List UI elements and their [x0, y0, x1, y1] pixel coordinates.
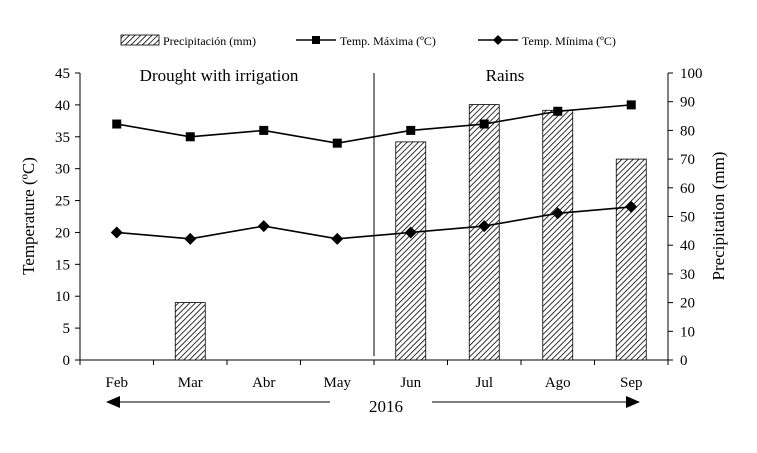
temp-max-point — [112, 119, 122, 129]
temp-max-point — [259, 125, 269, 135]
precipitation-bar — [468, 104, 500, 361]
precipitation-bar — [174, 302, 206, 361]
temp-min-point — [478, 220, 491, 233]
y2-tick-label: 100 — [680, 66, 703, 82]
left-axis-ticks: 0 5 10 15 20 25 30 35 40 45 — [55, 66, 80, 369]
temp-min-point — [257, 220, 270, 233]
y2-tick-label: 0 — [680, 353, 688, 369]
y-tick-label: 0 — [63, 353, 71, 369]
legend-label-temp-min: Temp. Mínima (ºC) — [522, 34, 616, 48]
x-tick-label: Feb — [106, 375, 129, 391]
temp-max-line — [116, 104, 632, 144]
temp-max-point — [553, 106, 563, 116]
y-tick-label: 35 — [55, 130, 70, 146]
legend: Precipitación (mm) Temp. Máxima (ºC) Tem… — [120, 34, 616, 48]
year-arrow-left-head — [106, 396, 120, 408]
y-tick-label: 45 — [55, 66, 70, 82]
temp-max-point — [406, 125, 416, 135]
temp-min-point — [404, 226, 417, 239]
precipitation-bar — [395, 141, 427, 361]
temp-min-point — [184, 232, 197, 245]
y2-tick-label: 80 — [680, 123, 695, 139]
year-span: 2016 — [106, 396, 640, 416]
temp-min-point — [110, 226, 123, 239]
year-arrow-right-head — [626, 396, 640, 408]
temp-min-point — [331, 232, 344, 245]
legend-max-marker — [312, 36, 320, 44]
y-tick-label: 5 — [63, 321, 71, 337]
y2-axis-title: Precipitation (mm) — [709, 152, 728, 281]
temp-min-line — [116, 206, 632, 240]
y-tick-label: 20 — [55, 225, 70, 241]
legend-bar-swatch — [120, 34, 160, 46]
x-tick-label: Ago — [545, 375, 571, 391]
legend-label-temp-max: Temp. Máxima (ºC) — [340, 34, 436, 48]
y-axis-title: Temperature (ºC) — [19, 157, 38, 275]
y2-tick-label: 60 — [680, 181, 695, 197]
annotation-rains: Rains — [486, 66, 525, 85]
x-tick-label: May — [324, 375, 352, 391]
legend-min-marker — [493, 35, 503, 45]
temp-max-point — [626, 100, 636, 110]
y2-tick-label: 90 — [680, 95, 695, 111]
y-tick-label: 30 — [55, 162, 70, 178]
y-tick-label: 25 — [55, 194, 70, 210]
right-axis-ticks: 0 10 20 30 40 50 60 70 80 90 100 — [668, 66, 703, 369]
y2-tick-label: 50 — [680, 210, 695, 226]
x-tick-label: Abr — [252, 375, 275, 391]
temp-max-point — [185, 132, 195, 142]
precipitation-bars — [174, 104, 647, 361]
precipitation-bar — [542, 109, 574, 361]
y2-tick-label: 20 — [680, 296, 695, 312]
x-tick-label: Sep — [620, 375, 643, 391]
x-tick-label: Jul — [475, 375, 493, 391]
temp-min-point — [625, 200, 638, 213]
y2-tick-label: 40 — [680, 238, 695, 254]
y2-tick-label: 70 — [680, 152, 695, 168]
x-tick-label: Mar — [178, 375, 203, 391]
y-tick-label: 15 — [55, 257, 70, 273]
temp-min-point — [551, 207, 564, 220]
temp-max-point — [479, 119, 489, 129]
year-label: 2016 — [369, 397, 403, 416]
annotation-drought: Drought with irrigation — [140, 66, 299, 85]
temp-max-point — [332, 138, 342, 148]
precipitation-bar — [615, 158, 647, 361]
x-axis-ticks: Feb Mar Abr May Jun Jul Ago Sep — [79, 360, 669, 391]
x-tick-label: Jun — [400, 375, 421, 391]
y-tick-label: 40 — [55, 98, 70, 114]
y2-tick-label: 30 — [680, 267, 695, 283]
y2-tick-label: 10 — [680, 324, 695, 340]
temperature-lines — [110, 100, 638, 245]
y-tick-label: 10 — [55, 289, 70, 305]
legend-label-precipitation: Precipitación (mm) — [163, 34, 256, 48]
